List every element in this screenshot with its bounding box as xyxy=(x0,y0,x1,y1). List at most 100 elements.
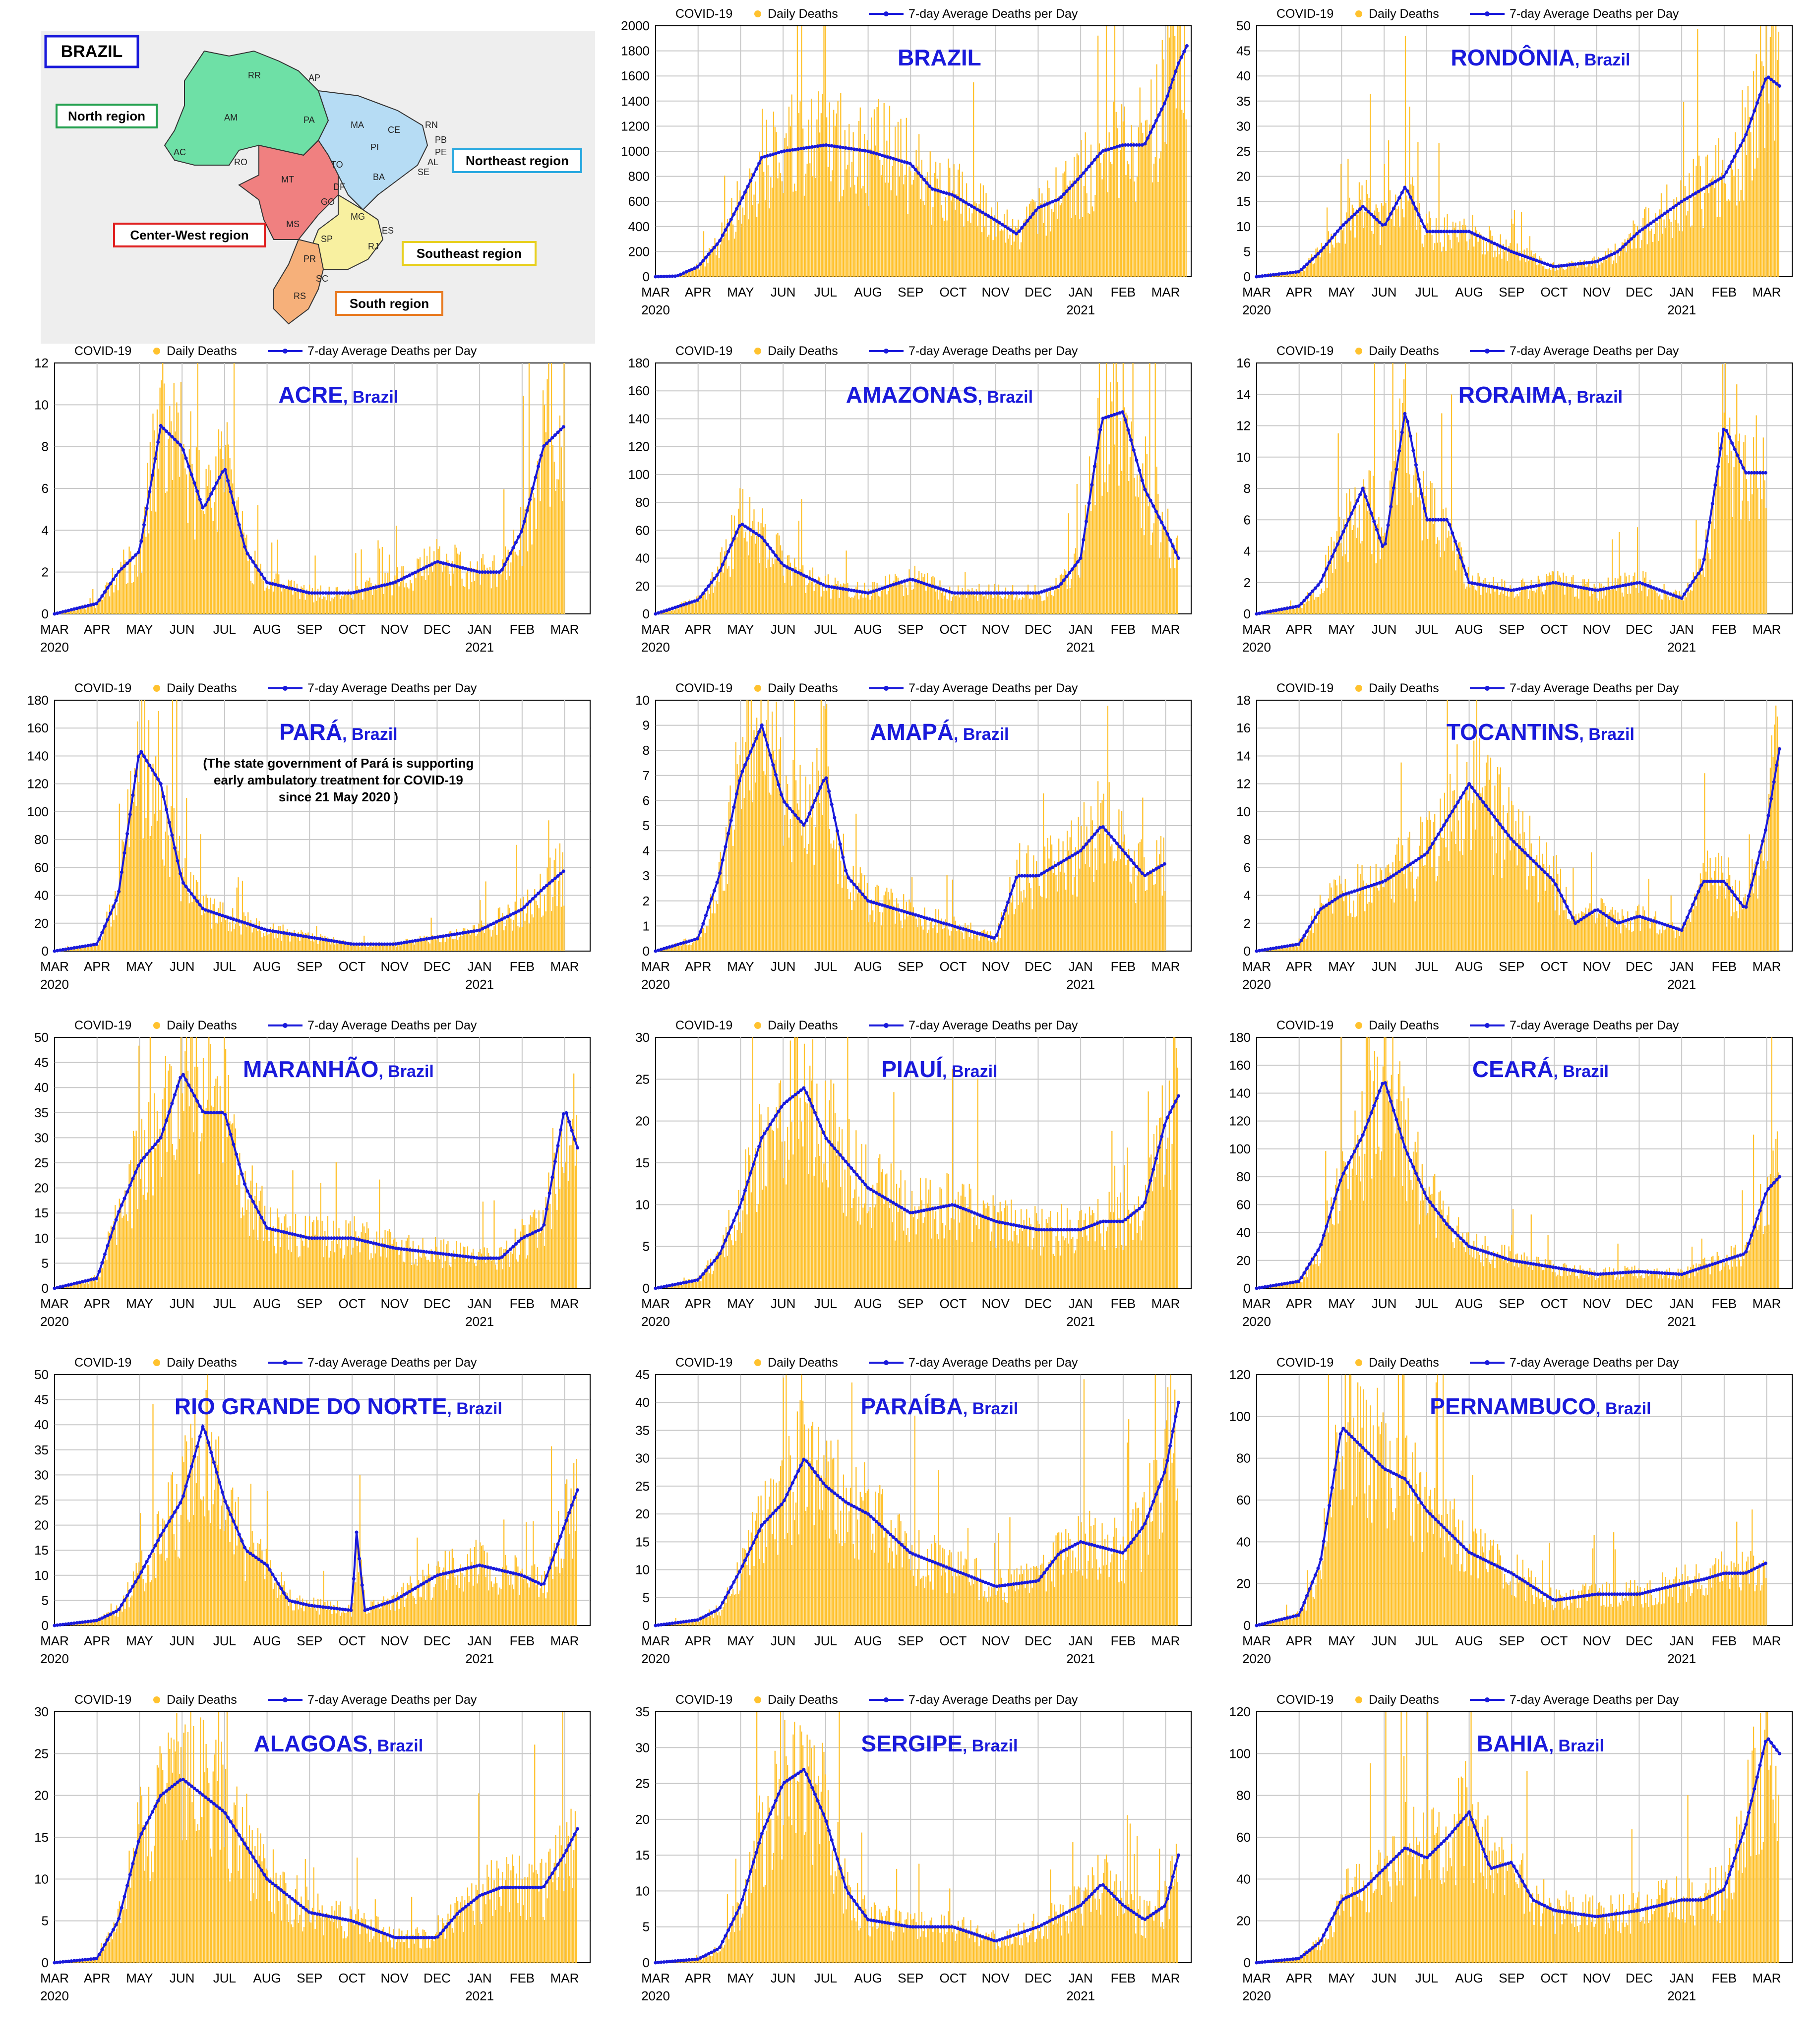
daily-bar xyxy=(868,922,869,951)
avg-point xyxy=(947,590,951,594)
state-label: SE xyxy=(418,167,429,177)
daily-bar xyxy=(868,589,869,614)
daily-bar xyxy=(295,592,297,614)
daily-bar xyxy=(1389,480,1391,614)
avg-point xyxy=(1543,261,1547,265)
daily-bar xyxy=(450,931,452,951)
daily-bar xyxy=(1091,472,1093,614)
daily-bar xyxy=(1001,598,1002,614)
avg-point xyxy=(729,217,733,221)
avg-point xyxy=(413,939,417,943)
avg-point xyxy=(1475,793,1479,797)
daily-bar xyxy=(998,923,1000,951)
avg-point xyxy=(1076,178,1080,181)
avg-point xyxy=(302,590,305,594)
daily-bar xyxy=(1334,233,1336,277)
daily-bar xyxy=(1098,143,1100,277)
daily-bar xyxy=(752,521,753,614)
daily-bar xyxy=(1347,159,1349,277)
avg-point xyxy=(880,903,884,907)
daily-bar xyxy=(1375,864,1377,951)
avg-point xyxy=(472,929,476,933)
daily-bar xyxy=(846,869,847,951)
avg-point xyxy=(1523,254,1527,258)
north-region-box xyxy=(56,104,158,128)
daily-bar xyxy=(314,940,316,951)
daily-bar xyxy=(1350,913,1352,951)
x-tick-label: OCT xyxy=(1541,959,1568,974)
daily-bar xyxy=(1312,264,1314,277)
x-tick-label: DEC xyxy=(424,622,451,637)
daily-bar xyxy=(108,920,109,951)
daily-bar xyxy=(1486,762,1487,951)
avg-point xyxy=(1512,840,1516,844)
daily-bar xyxy=(1711,521,1712,614)
daily-bar xyxy=(1354,237,1356,277)
avg-point xyxy=(1733,894,1737,898)
y-tick-label: 20 xyxy=(635,579,650,594)
avg-point xyxy=(1280,272,1284,276)
daily-bar xyxy=(495,923,496,951)
avg-point xyxy=(751,173,755,177)
daily-bar xyxy=(1465,225,1466,277)
daily-bar xyxy=(106,582,108,614)
daily-bar xyxy=(443,564,445,614)
daily-bar xyxy=(1515,253,1516,277)
daily-bar xyxy=(358,589,360,614)
avg-point xyxy=(500,568,504,572)
avg-point xyxy=(670,944,674,948)
daily-bar xyxy=(756,536,758,614)
avg-point xyxy=(1082,171,1086,175)
avg-point xyxy=(911,912,915,916)
daily-bar xyxy=(1005,242,1007,277)
daily-bar xyxy=(1127,859,1128,951)
avg-point xyxy=(1109,835,1113,839)
daily-bar xyxy=(1698,558,1700,614)
daily-bar xyxy=(798,809,799,951)
avg-point xyxy=(1143,874,1147,878)
daily-bar xyxy=(560,447,562,614)
avg-point xyxy=(780,150,784,154)
daily-bar xyxy=(1481,254,1483,277)
daily-bar xyxy=(1529,236,1531,277)
avg-point xyxy=(358,589,362,593)
daily-bar xyxy=(1489,780,1490,951)
avg-point xyxy=(1431,842,1435,845)
daily-bar xyxy=(1284,273,1286,277)
daily-bar xyxy=(1391,471,1392,614)
avg-series xyxy=(53,423,565,616)
avg-point xyxy=(1691,580,1695,584)
daily-bar xyxy=(1469,784,1470,951)
avg-point xyxy=(209,910,213,914)
daily-bar xyxy=(1040,203,1041,277)
daily-bar xyxy=(770,794,772,951)
daily-bar xyxy=(1058,196,1060,277)
avg-point xyxy=(1068,571,1072,575)
daily-bar xyxy=(1344,243,1346,277)
daily-bar xyxy=(844,130,846,277)
avg-point xyxy=(394,942,398,946)
avg-point xyxy=(131,793,135,797)
daily-bar xyxy=(134,768,135,951)
avg-point xyxy=(1294,270,1298,274)
avg-point xyxy=(405,940,409,944)
daily-bar xyxy=(679,275,681,277)
daily-bar xyxy=(781,181,783,277)
avg-point xyxy=(556,430,560,434)
daily-bar xyxy=(1129,457,1131,614)
avg-point xyxy=(754,167,758,171)
avg-point xyxy=(1372,215,1376,219)
daily-bar xyxy=(1621,909,1623,951)
avg-point xyxy=(799,147,803,151)
avg-point xyxy=(235,512,239,516)
daily-bar xyxy=(1451,394,1453,614)
daily-bar xyxy=(706,254,707,277)
avg-point xyxy=(1350,511,1354,515)
avg-point xyxy=(349,942,353,946)
daily-bar xyxy=(1554,910,1556,951)
y-tick-label: 0 xyxy=(42,944,49,959)
daily-bar xyxy=(796,573,798,614)
daily-bar xyxy=(806,585,808,614)
daily-bar xyxy=(1350,501,1352,614)
x-tick-label: APR xyxy=(84,622,110,637)
